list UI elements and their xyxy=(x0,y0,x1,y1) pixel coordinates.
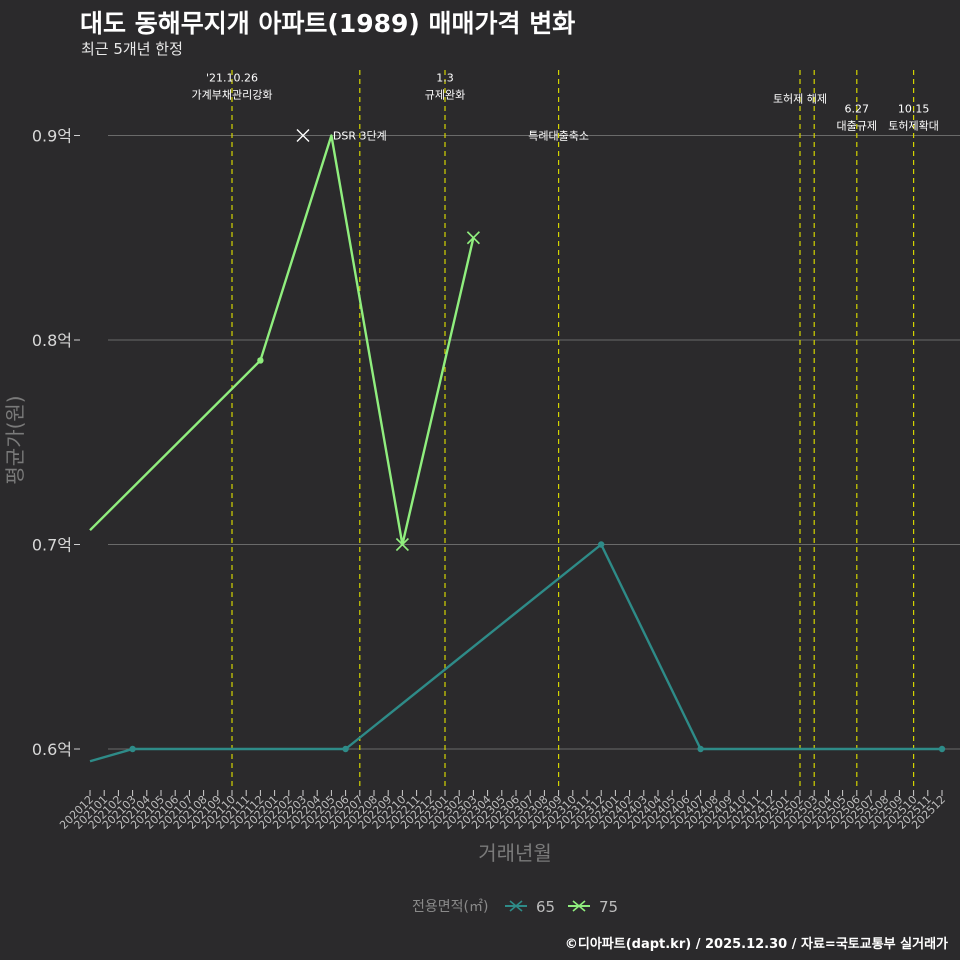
data-point-dot xyxy=(129,745,136,753)
policy-event-label: 1.3 xyxy=(436,72,454,85)
policy-event-label: 토허제 해제 xyxy=(773,92,827,106)
data-point-cross-outlier xyxy=(296,129,310,142)
chart-title: 대도 동해무지개 아파트(1989) 매매가격 변화 xyxy=(80,9,576,38)
policy-event-label: 10.15 xyxy=(898,102,930,115)
legend-label-65: 65 xyxy=(536,898,555,916)
y-axis-title: 평균가(원) xyxy=(3,395,27,484)
policy-event-label: 가계부채관리강화 xyxy=(192,89,273,102)
policy-event-label: 대출규제 xyxy=(837,119,877,132)
legend-title: 전용면적(㎡) xyxy=(412,899,488,915)
data-point-dot xyxy=(938,745,946,753)
axis-layer: 0.6억0.7억0.8억0.9억202012202101202102202103… xyxy=(32,127,948,832)
legend-key-cross xyxy=(572,900,586,912)
y-tick-label: 0.9억 xyxy=(32,127,72,146)
policy-event-label: 6.27 xyxy=(845,102,870,115)
data-point-dot xyxy=(697,745,704,753)
data-point-cross xyxy=(466,231,480,245)
y-tick-label: 0.7억 xyxy=(32,536,72,555)
policy-event-label: 규제완화 xyxy=(425,89,465,102)
grid-layer xyxy=(108,135,960,750)
policy-event-label: DSR 3단계 xyxy=(333,130,387,143)
legend-label-75: 75 xyxy=(599,898,618,916)
data-point-dot xyxy=(257,357,264,364)
data-point-dot xyxy=(598,541,605,548)
data-point-cross xyxy=(395,537,409,552)
policy-event-label: 특례대출축소 xyxy=(528,130,589,143)
legend-key-cross xyxy=(509,900,523,912)
series-layer xyxy=(89,129,946,763)
y-tick-label: 0.6억 xyxy=(32,740,72,759)
series-line-75 xyxy=(89,134,475,546)
policy-event-label: '21.10.26 xyxy=(206,72,258,85)
policy-event-label: 토허제확대 xyxy=(888,119,939,132)
legend: 전용면적(㎡) 65 75 xyxy=(412,898,618,916)
source-caption: ©디아파트(dapt.kr) / 2025.12.30 / 자료=국토교통부 실… xyxy=(564,937,948,952)
x-axis-title: 거래년월 xyxy=(478,841,552,865)
y-tick-label: 0.8억 xyxy=(32,331,72,350)
series-line-65 xyxy=(89,543,942,763)
chart-subtitle: 최근 5개년 한정 xyxy=(81,40,183,58)
data-point-dot xyxy=(342,745,349,753)
